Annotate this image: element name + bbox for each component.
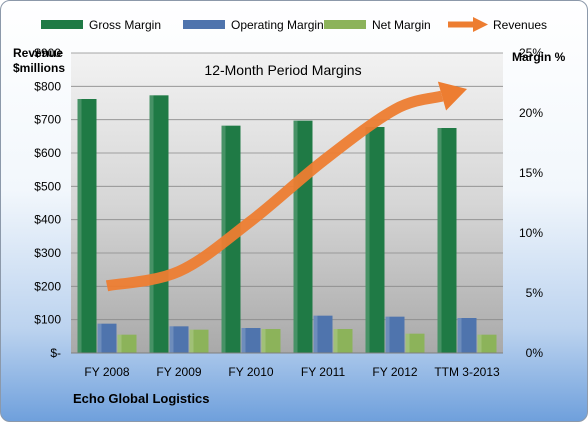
bar-highlight — [313, 315, 318, 353]
y-left-tick-label: $600 — [34, 146, 61, 160]
legend-label-gross-margin: Gross Margin — [89, 18, 161, 32]
bar-highlight — [365, 127, 370, 353]
bar-highlight — [437, 128, 442, 353]
company-name: Echo Global Logistics — [73, 391, 210, 406]
legend-label-revenues: Revenues — [493, 18, 547, 32]
bar-highlight — [77, 99, 82, 353]
legend-swatch-gross-margin — [41, 20, 83, 29]
y-left-tick-label: $100 — [34, 313, 61, 327]
bar-operating-margin — [457, 318, 477, 353]
y-right-tick-label: 15% — [519, 166, 543, 180]
bar-highlight — [457, 318, 462, 353]
axes: $- $100 $200 $300 $400 $500 $600 $700 $800 $900 0%… — [34, 46, 543, 379]
legend-swatch-operating-margin — [183, 20, 225, 29]
bar-highlight — [97, 323, 102, 353]
y-right-tick-label: 0% — [526, 346, 544, 360]
y-left-tick-label: $800 — [34, 79, 61, 93]
legend-label-net-margin: Net Margin — [372, 18, 431, 32]
bar-operating-margin — [313, 315, 333, 353]
legend-swatch-revenues — [448, 17, 488, 32]
bar-highlight — [189, 329, 194, 353]
y-left-tick-label: $500 — [34, 179, 61, 193]
revenue-arrowhead — [437, 81, 467, 111]
bar-net-margin — [405, 333, 425, 353]
x-tick-label: FY 2010 — [228, 365, 273, 379]
x-tick-label: TTM 3-2013 — [434, 365, 500, 379]
bar-highlight — [405, 333, 410, 353]
revenue-line — [105, 81, 467, 292]
revenue-line-path — [105, 90, 444, 292]
y-right-tick-label: 5% — [526, 286, 544, 300]
y-right-tick-label: 20% — [519, 106, 543, 120]
bar-gross-margin — [365, 127, 385, 353]
legend: Gross Margin Operating Margin Net Margin… — [41, 17, 547, 32]
bar-highlight — [261, 329, 266, 353]
y-left-tick-label: $- — [50, 346, 61, 360]
bar-net-margin — [333, 329, 353, 353]
bar-highlight — [117, 334, 122, 353]
y-left-tick-label: $200 — [34, 279, 61, 293]
y-left-tick-label: $400 — [34, 213, 61, 227]
x-tick-label: FY 2012 — [372, 365, 417, 379]
y-left-label-line2: $millions — [13, 61, 65, 75]
bar-gross-margin — [77, 99, 97, 353]
bar-highlight — [477, 334, 482, 353]
bar-highlight — [385, 316, 390, 353]
bar-gross-margin — [149, 95, 169, 353]
legend-swatch-net-margin — [324, 20, 366, 29]
bar-net-margin — [189, 329, 209, 353]
y-left-tick-label: $300 — [34, 246, 61, 260]
bar-highlight — [241, 328, 246, 353]
bar-operating-margin — [169, 326, 189, 353]
x-tick-label: FY 2011 — [301, 365, 346, 379]
bar-operating-margin — [385, 316, 405, 353]
x-tick-label: FY 2008 — [84, 365, 129, 379]
bar-highlight — [293, 120, 298, 354]
bar-net-margin — [261, 329, 281, 353]
bar-operating-margin — [97, 323, 117, 353]
grid-lines — [71, 52, 503, 321]
bar-highlight — [169, 326, 174, 353]
y-left-label-line1: Revenue — [13, 46, 63, 60]
y-right-tick-label: 10% — [519, 226, 543, 240]
x-tick-label: FY 2009 — [156, 365, 201, 379]
y-right-label: Margin % — [512, 50, 566, 64]
bar-operating-margin — [241, 328, 261, 353]
bar-net-margin — [117, 334, 137, 353]
bar-gross-margin — [437, 128, 457, 353]
bar-highlight — [333, 329, 338, 353]
chart-title: 12-Month Period Margins — [204, 62, 361, 78]
y-left-tick-label: $900 — [34, 46, 61, 60]
y-left-tick-label: $700 — [34, 113, 61, 127]
bar-highlight — [149, 95, 154, 353]
bar-net-margin — [477, 334, 497, 353]
y-right-tick-label: 25% — [519, 46, 543, 60]
legend-label-operating-margin: Operating Margin — [231, 18, 324, 32]
